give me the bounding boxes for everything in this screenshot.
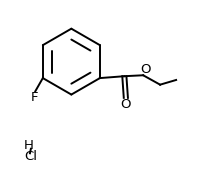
Text: O: O (121, 98, 131, 111)
Text: Cl: Cl (24, 150, 37, 163)
Text: H: H (24, 139, 34, 152)
Text: F: F (31, 91, 38, 104)
Text: O: O (140, 63, 151, 77)
